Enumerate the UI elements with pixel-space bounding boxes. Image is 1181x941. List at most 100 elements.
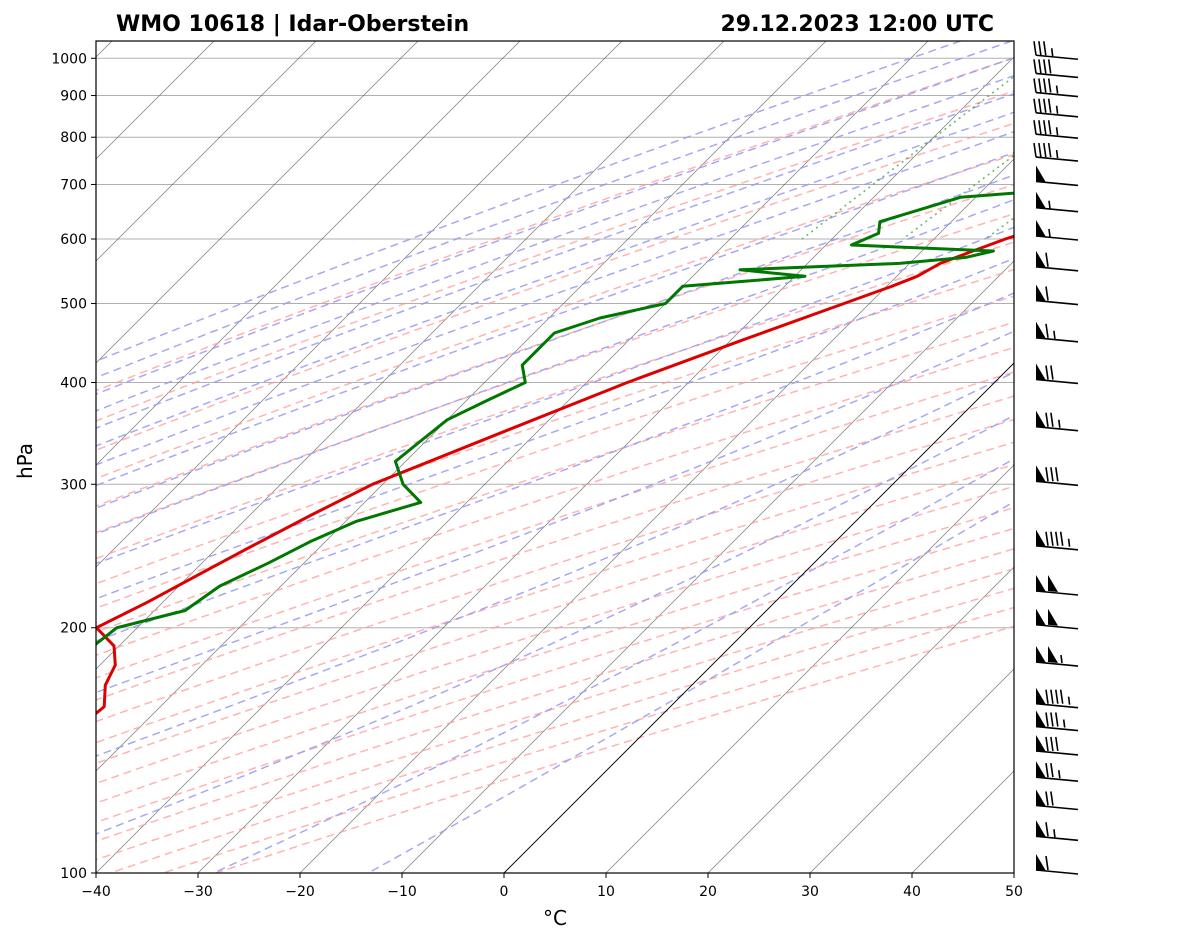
y-tick-label: 900: [60, 89, 87, 105]
wind-barb-pennant: [1048, 646, 1058, 664]
wind-barb: [1033, 41, 1079, 61]
wind-barb-feather: [1045, 689, 1049, 704]
wind-barb: [1035, 321, 1079, 343]
dry-adiabat-line: [96, 153, 1014, 480]
moist-adiabat-line: [96, 151, 1014, 487]
dewpoint-profile-line: [96, 191, 1014, 646]
wind-barb-pennant: [1036, 761, 1046, 779]
wind-barb-feather: [1038, 142, 1042, 158]
wind-barb: [1035, 191, 1079, 213]
x-tick-label: −20: [285, 884, 315, 900]
wind-barb-feather: [1045, 286, 1049, 301]
wind-barb-feather: [1045, 365, 1049, 380]
x-tick-label: 50: [1005, 884, 1023, 900]
wind-barb-pennant: [1036, 854, 1046, 871]
wind-barb-feather: [1045, 467, 1049, 482]
wind-barb: [1035, 284, 1079, 306]
wind-barb-feather: [1055, 736, 1059, 752]
moist-adiabat-line: [96, 111, 1014, 447]
wind-barb: [1035, 761, 1079, 782]
x-tick-label: 30: [801, 884, 819, 900]
wind-barb-feather: [1055, 467, 1059, 482]
wind-barb-feather: [1045, 323, 1049, 338]
wind-barb: [1033, 142, 1079, 162]
y-axis-label: hPa: [13, 443, 37, 479]
wind-barb-feather: [1033, 120, 1037, 135]
wind-barb-feather: [1059, 689, 1064, 704]
wind-barb-feather: [1045, 531, 1049, 546]
wind-barb-pennant: [1036, 465, 1046, 483]
wind-barb-feather: [1045, 822, 1049, 837]
x-tick-label: −40: [81, 884, 111, 900]
wind-barb-feather: [1045, 712, 1049, 727]
wind-barb-pennant: [1036, 687, 1046, 705]
x-tick-label: 10: [597, 884, 615, 900]
isotherm-line: [197, 56, 1014, 873]
isotherm-line: [401, 260, 1014, 873]
wind-barb: [1035, 575, 1079, 596]
plot-grid: [96, 41, 1014, 873]
wind-barb-pennant: [1048, 575, 1058, 593]
isotherm-line: [96, 41, 827, 772]
wind-barb-half-feather: [1053, 829, 1056, 838]
chart-title-station: WMO 10618 | Idar-Oberstein: [116, 12, 469, 37]
chart-title-datetime: 29.12.2023 12:00 UTC: [720, 12, 994, 37]
dry-adiabat-line: [96, 485, 1014, 785]
wind-barb: [1035, 250, 1079, 272]
wind-barb-pennant: [1036, 820, 1046, 838]
x-tick-label: 20: [699, 884, 717, 900]
x-tick-label: −30: [183, 884, 213, 900]
isotherm-line: [96, 41, 419, 364]
wind-barb: [1035, 220, 1079, 241]
dry-adiabat-line: [96, 183, 1014, 507]
wind-barb-feather: [1045, 763, 1049, 778]
moist-adiabat-line: [96, 371, 1014, 757]
wind-barb-feather: [1047, 98, 1052, 113]
wind-barb-feather: [1050, 791, 1054, 806]
wind-barb-feather: [1043, 41, 1047, 56]
wind-barb-feather: [1033, 41, 1037, 56]
wind-barb-feather: [1045, 855, 1049, 871]
y-tick-label: 200: [60, 621, 87, 637]
wind-barb-half-feather: [1053, 330, 1056, 339]
wind-barb-staff: [1035, 133, 1079, 140]
wind-barb: [1035, 854, 1079, 875]
moist-adiabat-line: [96, 57, 1014, 395]
moist-adiabat-line: [96, 92, 1014, 429]
wind-barb-pennant: [1036, 789, 1046, 807]
isotherm-line: [96, 41, 623, 568]
isotherm-line: [96, 41, 929, 873]
isotherm-line: [605, 464, 1014, 873]
wind-barb-half-feather: [1055, 127, 1059, 136]
wind-barb-feather: [1050, 763, 1054, 778]
wind-barb-pennant: [1036, 321, 1046, 339]
moist-adiabat-line: [96, 330, 1014, 694]
moist-adiabat-line: [96, 41, 1012, 379]
wind-barb-half-feather: [1048, 228, 1051, 238]
y-tick-label: 500: [60, 297, 87, 313]
wind-barb-pennant: [1036, 220, 1046, 238]
wind-barb-feather: [1050, 412, 1054, 427]
moist-adiabat-line: [96, 41, 961, 362]
wind-barb-feather: [1050, 365, 1054, 380]
y-tick-label: 700: [60, 177, 87, 193]
dry-adiabat-line: [96, 395, 1014, 701]
wind-barb-pennant: [1036, 646, 1046, 664]
x-tick-label: −10: [387, 884, 417, 900]
wind-barb: [1035, 710, 1079, 732]
axis-ticks: −40 −30 −20 −10 0 10 20 30 40 50 1000 900 800 700 600 5…: [51, 51, 1023, 900]
wind-barb-pennant: [1048, 608, 1058, 626]
wind-barb-half-feather: [1050, 48, 1054, 57]
wind-barb-feather: [1047, 142, 1052, 158]
wind-barb-staff: [1035, 91, 1079, 98]
wind-barb-pennant: [1036, 165, 1046, 183]
dry-adiabat-line: [96, 90, 1014, 422]
wind-barb-feather: [1050, 531, 1054, 546]
wind-barb-staff: [1035, 54, 1079, 61]
wind-barb-pennant: [1036, 734, 1046, 752]
wind-barb: [1033, 78, 1079, 98]
wind-barb-staff: [1035, 72, 1079, 79]
wind-barb-feather: [1043, 98, 1047, 113]
x-tick-label: 40: [903, 884, 921, 900]
